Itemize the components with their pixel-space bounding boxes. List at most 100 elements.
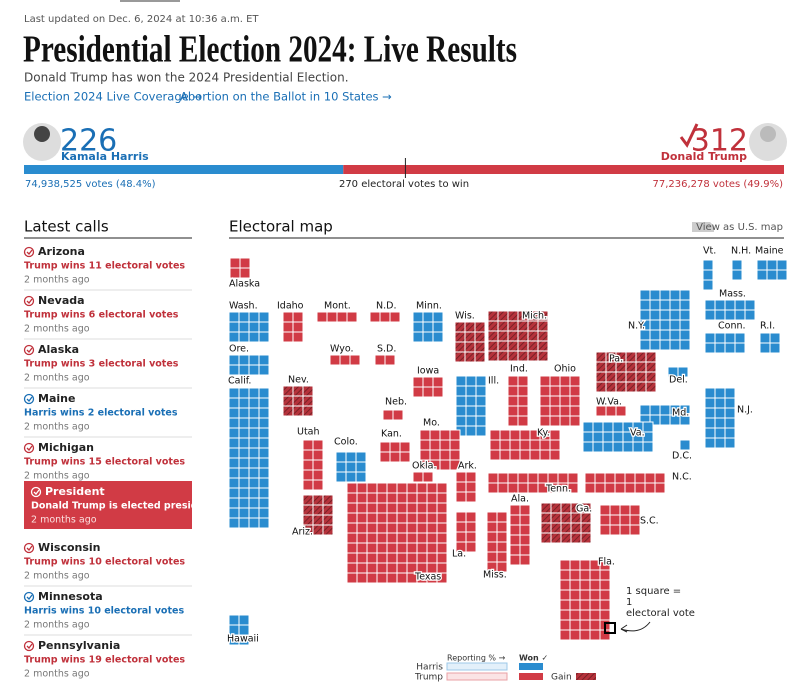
state [375,355,395,365]
state-square [350,355,360,365]
state-square [239,365,249,375]
state-square [541,513,551,523]
state-square [437,493,447,503]
call-name: Nevada [38,294,85,307]
call-icon [25,395,34,404]
state-square [323,525,333,535]
state-square [249,488,259,498]
state-square [487,532,497,542]
state-square [498,311,508,321]
state-square [508,321,518,331]
state-square [497,552,507,562]
state-square [239,518,249,528]
call-name: Arizona [38,245,85,258]
state-square [303,450,313,460]
state-square [313,440,323,450]
state-square [510,430,520,440]
state-square [540,406,550,416]
state-square [283,312,293,322]
state-square [437,503,447,513]
state-square [239,488,249,498]
state-label: Wyo. [330,344,354,355]
link[interactable]: Election 2024 Live Coverage → [24,90,202,104]
state-square [518,341,528,351]
state-square [437,553,447,563]
link[interactable]: Abortion on the Ballot in 10 States → [180,90,392,104]
state-square [610,505,620,515]
state-square [596,406,606,416]
state-label: N.Y. [628,321,645,332]
state-square [259,488,269,498]
state-square [616,372,626,382]
state-square [777,260,787,270]
state-square [313,525,323,535]
state-square [259,398,269,408]
state-square [635,473,645,483]
state-square [508,311,518,321]
state-label: La. [452,549,466,560]
state-square [229,488,239,498]
state-square [413,472,423,482]
state-square [620,515,630,525]
state-square [580,580,590,590]
state-square [570,560,580,570]
state-square [650,310,660,320]
state-square [488,351,498,361]
map-toggle[interactable]: View as U.S. map [696,222,783,233]
state-square [540,440,550,450]
legend-harris: Harris [416,663,443,673]
state [596,406,626,416]
state-square [600,610,610,620]
state-square [455,342,465,352]
state-square [583,422,593,432]
state-square [239,408,249,418]
state-square [475,342,485,352]
state-square [680,300,690,310]
state-square [560,416,570,426]
state-square [560,580,570,590]
state-square [370,312,380,322]
state-square [540,450,550,460]
state-square [466,376,476,386]
state-square [313,515,323,525]
state-square [393,410,403,420]
state-square [488,311,498,321]
state-label: Minn. [416,301,442,312]
state-square [570,396,580,406]
state-label: Vt. [703,246,716,257]
state-square [767,260,777,270]
state-square [397,523,407,533]
state-square [466,542,476,552]
state-square [630,505,640,515]
state-label: Ariz. [292,527,313,538]
state-square [336,452,346,462]
state-square [605,473,615,483]
call-name: Minnesota [38,590,103,603]
state-square [387,543,397,553]
call-text: Trump wins 11 electoral votes [24,261,185,272]
state-square [407,503,417,513]
state-square [538,331,548,341]
state-square [303,386,313,396]
state-square [715,438,725,448]
state-square [571,523,581,533]
state-square [625,473,635,483]
state [456,472,476,502]
state-square [249,438,259,448]
state-square [613,442,623,452]
state-square [645,473,655,483]
state-label: Maine [755,246,784,257]
state [413,377,443,397]
state-square [423,332,433,342]
state-square [636,362,646,372]
state-square [303,515,313,525]
state-square [593,422,603,432]
state-square [640,330,650,340]
state-square [239,458,249,468]
state-square [249,448,259,458]
state-square [239,398,249,408]
state-square [380,442,390,452]
state [229,312,269,342]
state-square [249,398,259,408]
state [508,376,528,426]
